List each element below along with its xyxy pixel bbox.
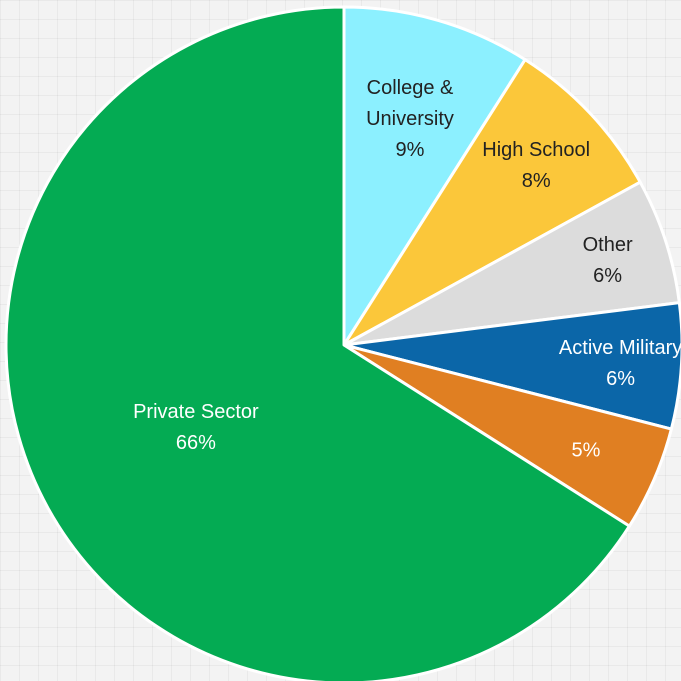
pie-label-text: Other — [583, 234, 633, 256]
pie-slice-private-sector — [4, 5, 631, 681]
pie-label-value: 8% — [522, 170, 551, 192]
pie-label-private-sector: Private Sector 66% — [133, 401, 259, 454]
pie-label-other: Other 6% — [583, 234, 633, 287]
pie-label-text: University — [366, 108, 454, 130]
pie-label-text: Active Military — [559, 337, 681, 359]
pie-label-value: 9% — [396, 139, 425, 161]
pie-label-value: 66% — [176, 432, 216, 454]
pie-label-value: 6% — [593, 265, 622, 287]
pie-label-text: Private Sector — [133, 401, 259, 423]
pie-label-active-military: Active Military 6% — [559, 337, 681, 390]
pie-label-value: 5% — [572, 440, 601, 462]
pie-slice-college-university — [342, 5, 527, 347]
pie-labels: College & University 9% High School 8% Other 6… — [133, 77, 681, 462]
pie-label-college-university: College & University 9% — [366, 77, 454, 161]
pie-label-unlabeled-5pct: 5% — [572, 440, 601, 462]
pie-slice-other — [342, 180, 681, 347]
pie-slice-active-military — [342, 301, 681, 431]
pie-slice-high-school — [342, 58, 642, 347]
pie-slices — [4, 5, 681, 681]
pie-label-value: 6% — [606, 368, 635, 390]
pie-label-text: High School — [482, 139, 590, 161]
pie-label-text: College & — [367, 77, 454, 99]
pie-label-high-school: High School 8% — [482, 139, 590, 192]
